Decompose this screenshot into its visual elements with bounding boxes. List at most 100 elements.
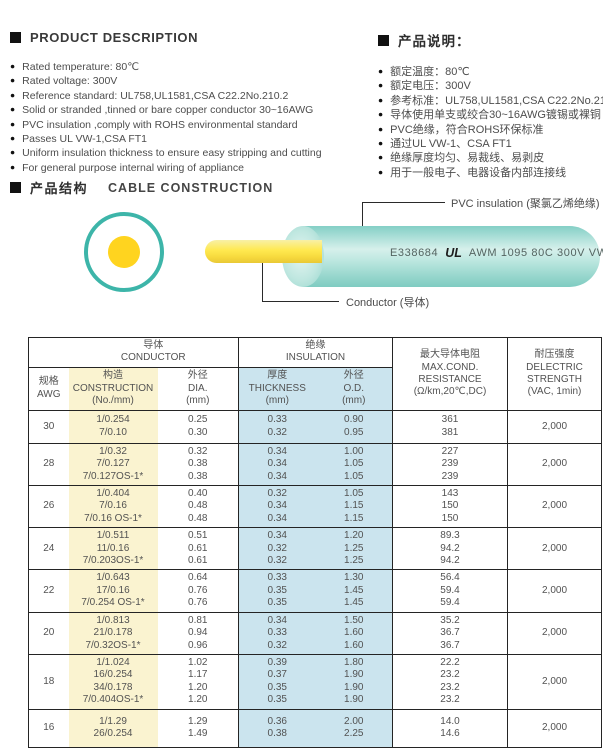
header-thickness: 厚度 THICKNESS (mm) [238, 367, 316, 411]
header-conductor-group: 导体 CONDUCTOR [68, 337, 239, 368]
list-item: 绝缘厚度均匀、易裁线、易剥皮 [378, 151, 603, 165]
product-notes-title-text: 产品说明： [398, 34, 471, 49]
list-item: 参考标准：UL758,UL1581,CSA C22.2No.210 [378, 94, 603, 108]
strength-cell: 2,000 [507, 485, 602, 528]
thickness-cell: 0.34 0.32 0.32 [238, 527, 316, 570]
list-item: 额定电压：300V [378, 79, 603, 93]
list-item: PVC绝缘，符合ROHS环保标准 [378, 123, 603, 137]
list-item: 用于一般电子、电器设备内部连接线 [378, 166, 603, 180]
dia-cell: 0.40 0.48 0.48 [157, 485, 239, 528]
list-item: Rated temperature: 80℃ [10, 60, 378, 74]
od-cell: 0.90 0.95 [315, 409, 393, 444]
awg-cell: 30 [28, 409, 69, 444]
od-cell: 1.80 1.90 1.90 1.90 [315, 653, 393, 710]
black-square-bullet-icon [378, 34, 389, 46]
strength-cell: 2,000 [507, 708, 602, 748]
awg-cell: 26 [28, 485, 69, 528]
table-header-group-row: 导体 CONDUCTOR 绝缘 INSULATION 最大导体电阻 MAX.CO… [28, 337, 602, 411]
strength-cell: 2,000 [507, 569, 602, 613]
construction-cell: 1/0.643 17/0.16 7/0.254 OS-1* [68, 569, 158, 613]
specification-table: 导体 CONDUCTOR 绝缘 INSULATION 最大导体电阻 MAX.CO… [28, 337, 603, 748]
cable-insulation-body [303, 226, 600, 287]
dia-cell: 0.64 0.76 0.76 [157, 569, 239, 613]
list-item: 额定温度：80℃ [378, 65, 603, 79]
dia-cell: 1.02 1.17 1.20 1.20 [157, 653, 239, 710]
list-item: For general purpose internal wiring of a… [10, 161, 378, 175]
product-description-title: PRODUCT DESCRIPTION [10, 30, 378, 45]
cable-diagram: E338684 UL AWM 1095 80C 300V VW-1 PVC in… [0, 190, 603, 335]
cable-construction-heading: 产品结构 CABLE CONSTRUCTION [10, 178, 273, 197]
product-description-list: Rated temperature: 80℃ Rated voltage: 30… [10, 60, 378, 175]
awg-cell: 20 [28, 611, 69, 655]
product-description-panel: PRODUCT DESCRIPTION Rated temperature: 8… [10, 30, 378, 180]
table-header-row: 规格 AWG 构造 CONSTRUCTION (No./mm) 外径 DIA. … [29, 367, 602, 411]
dia-cell: 0.51 0.61 0.61 [157, 527, 239, 570]
header-construction: 构造 CONSTRUCTION (No./mm) [68, 367, 158, 411]
ul-recognized-mark-icon: UL [445, 246, 462, 260]
list-item: Passes UL VW-1,CSA FT1 [10, 132, 378, 146]
conductor-leader-line [262, 301, 339, 302]
black-square-bullet-icon [10, 32, 21, 43]
construction-cell: 1/0.511 11/0.16 7/0.203OS-1* [68, 527, 158, 570]
pvc-leader-line [362, 202, 445, 203]
resistance-cell: 227 239 239 [392, 442, 508, 486]
od-cell: 1.50 1.60 1.60 [315, 611, 393, 655]
thickness-cell: 0.34 0.33 0.32 [238, 611, 316, 655]
product-notes-title: 产品说明： [378, 30, 603, 50]
construction-cell: 1/1.024 16/0.254 34/0.178 7/0.404OS-1* [68, 653, 158, 710]
strength-cell: 2,000 [507, 653, 602, 710]
dia-cell: 0.32 0.38 0.38 [157, 442, 239, 486]
resistance-cell: 56.4 59.4 59.4 [392, 569, 508, 613]
list-item: PVC insulation ,comply with ROHS environ… [10, 118, 378, 132]
thickness-cell: 0.32 0.34 0.34 [238, 485, 316, 528]
cable-conductor-rod [205, 240, 322, 263]
strength-cell: 2,000 [507, 611, 602, 655]
list-item: Reference standard: UL758,UL1581,CSA C22… [10, 89, 378, 103]
resistance-cell: 361 381 [392, 409, 508, 444]
construction-cell: 1/0.404 7/0.16 7/0.16 OS-1* [68, 485, 158, 528]
header-empty-cell [28, 337, 69, 368]
cable-print-certno: E338684 [390, 247, 439, 259]
pvc-insulation-label: PVC insulation (聚氯乙烯绝缘) [451, 198, 600, 210]
conductor-label: Conductor (导体) [346, 297, 430, 309]
header-awg: 规格 AWG [36, 376, 61, 400]
cable-print-text: E338684 UL AWM 1095 80C 300V VW-1 [390, 246, 603, 260]
resistance-cell: 89.3 94.2 94.2 [392, 527, 508, 570]
table-row: 26 1/0.404 7/0.16 7/0.16 OS-1* 0.40 0.48… [28, 485, 602, 528]
construction-cell: 1/1.29 26/0.254 [68, 708, 158, 748]
list-item: Rated voltage: 300V [10, 74, 378, 88]
od-cell: 1.00 1.05 1.05 [315, 442, 393, 486]
resistance-cell: 143 150 150 [392, 485, 508, 528]
header-strength: 耐压强度 DELECTRIC STRENGTH (VAC, 1min) [507, 337, 602, 411]
table-row: 18 1/1.024 16/0.254 34/0.178 7/0.404OS-1… [28, 653, 602, 710]
spec-sheet: PRODUCT DESCRIPTION Rated temperature: 8… [0, 0, 603, 714]
thickness-cell: 0.33 0.32 [238, 409, 316, 444]
table-row: 30 1/0.254 7/0.10 0.25 0.30 0.33 0.32 0.… [28, 409, 602, 444]
dia-cell: 0.81 0.94 0.96 [157, 611, 239, 655]
thickness-cell: 0.36 0.38 [238, 708, 316, 748]
thickness-cell: 0.39 0.37 0.35 0.35 [238, 653, 316, 710]
thickness-cell: 0.34 0.34 0.34 [238, 442, 316, 486]
list-item: Uniform insulation thickness to ensure e… [10, 146, 378, 160]
product-description-title-text: PRODUCT DESCRIPTION [30, 30, 199, 45]
table-row: 28 1/0.32 7/0.127 7/0.127OS-1* 0.32 0.38… [28, 442, 602, 486]
construction-cell: 1/0.254 7/0.10 [68, 409, 158, 444]
list-item: 通过UL VW-1、CSA FT1 [378, 137, 603, 151]
awg-cell: 16 [28, 708, 69, 748]
thickness-cell: 0.33 0.35 0.35 [238, 569, 316, 613]
header-dia: 外径 DIA. (mm) [186, 370, 210, 407]
od-cell: 1.05 1.15 1.15 [315, 485, 393, 528]
awg-cell: 24 [28, 527, 69, 570]
table-row: 24 1/0.511 11/0.16 7/0.203OS-1* 0.51 0.6… [28, 527, 602, 570]
resistance-cell: 35.2 36.7 36.7 [392, 611, 508, 655]
strength-cell: 2,000 [507, 409, 602, 444]
header-insulation-group: 绝缘 INSULATION [238, 337, 393, 368]
black-square-bullet-icon [10, 182, 21, 193]
od-cell: 2.00 2.25 [315, 708, 393, 748]
conductor-leader-line [262, 252, 263, 301]
construction-cell: 1/0.813 21/0.178 7/0.32OS-1* [68, 611, 158, 655]
list-item: Solid or stranded ,tinned or bare copper… [10, 103, 378, 117]
construction-cell: 1/0.32 7/0.127 7/0.127OS-1* [68, 442, 158, 486]
awg-cell: 18 [28, 653, 69, 710]
dia-cell: 1.29 1.49 [157, 708, 239, 748]
